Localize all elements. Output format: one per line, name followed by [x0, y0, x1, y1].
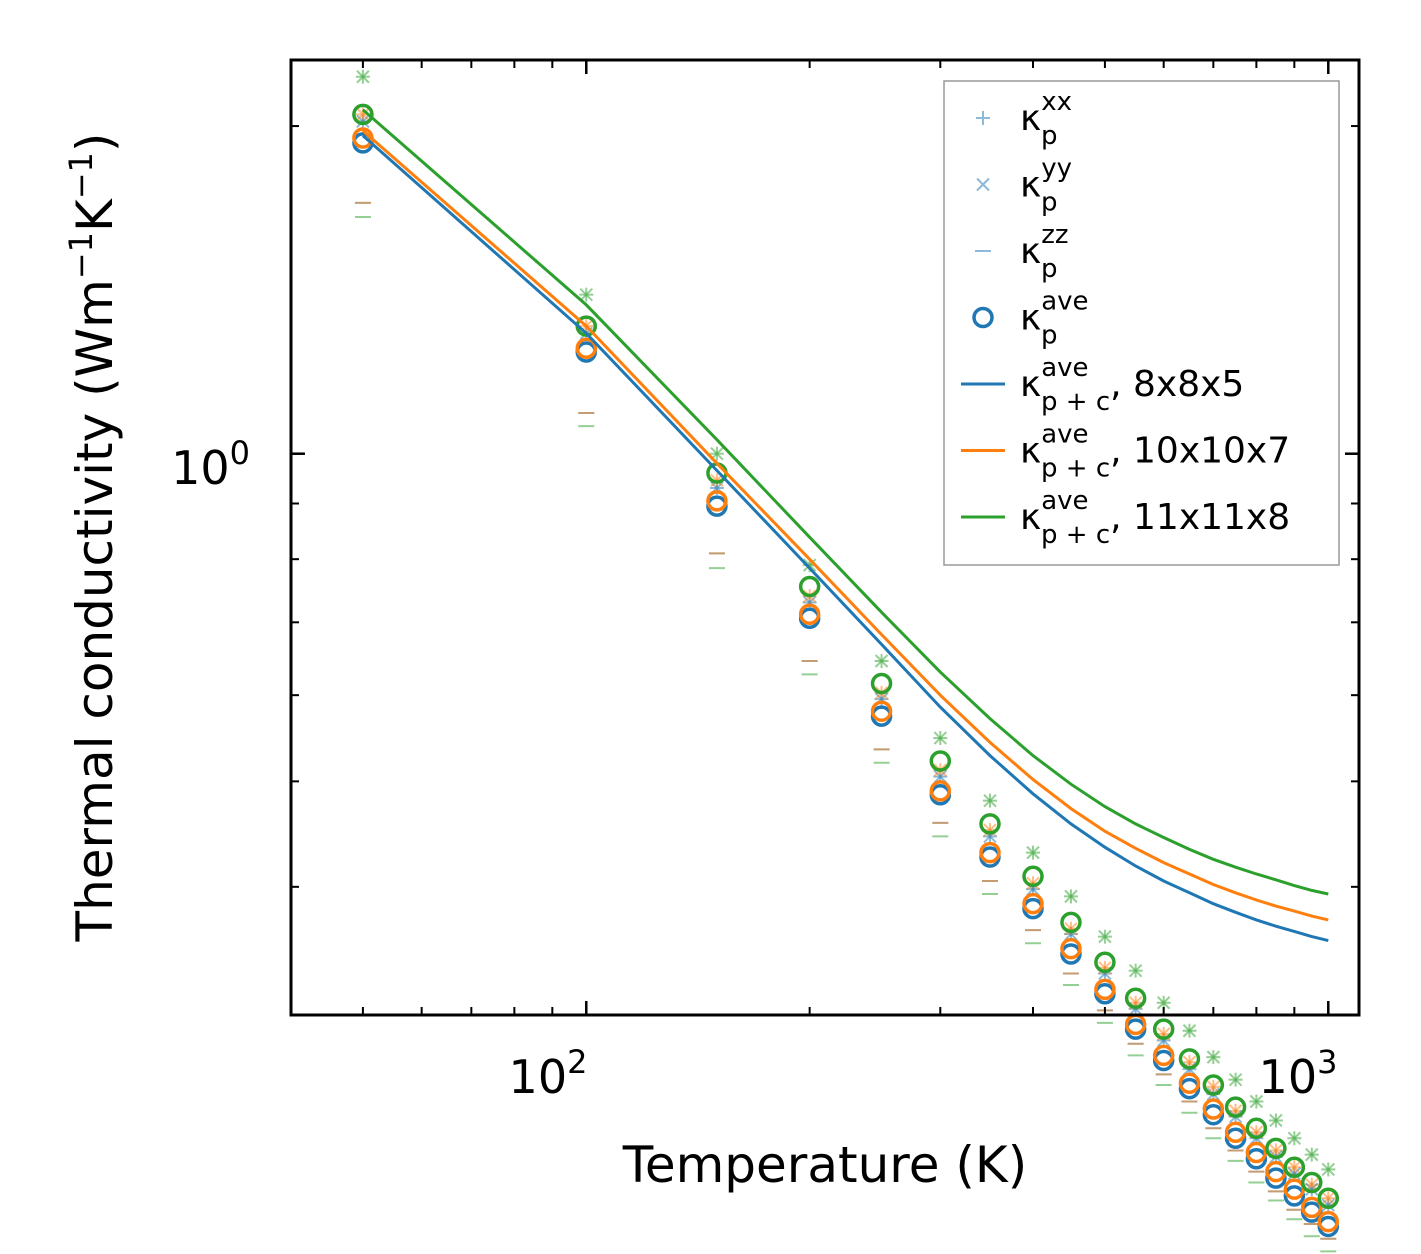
x-tick-label-100: 102 [509, 1043, 588, 1104]
point-kp_ave-mesh3-T350 [979, 813, 1001, 835]
point-kp_ave-mesh1-T850 [1265, 1167, 1287, 1189]
legend-label-5: κave p + c, 8x8x5 [1020, 353, 1244, 417]
x-axis-label: Temperature (K) [622, 1136, 1027, 1194]
legend-label-3: κzz p [1020, 220, 1069, 284]
point-kp_ave-mesh3-T450 [1060, 911, 1082, 934]
point-kp_yy-mesh1-T900 [1287, 1167, 1302, 1181]
point-kp_ave-mesh2-T600 [1152, 1044, 1175, 1067]
point-kp_ave-mesh3-T600 [1152, 1018, 1175, 1040]
point-kp_yy-mesh2-T1000 [1321, 1191, 1335, 1205]
point-kp_yy-mesh3-T850 [1269, 1113, 1283, 1128]
legend-label-2: κyy p [1020, 154, 1072, 218]
line-kpc_ave_11x11x8 [361, 108, 1329, 896]
point-kp_ave-mesh2-T450 [1060, 937, 1082, 960]
axes-frame [289, 58, 1361, 1017]
point-kp_yy-mesh3-T550 [1128, 963, 1143, 978]
point-kp_ave-mesh3-T900 [1283, 1156, 1306, 1179]
point-kp_ave-mesh2-T650 [1178, 1072, 1201, 1094]
point-kp_ave-mesh3-T250 [870, 672, 893, 695]
point-kp_yy-mesh2-T450 [1064, 922, 1078, 936]
point-kp_yy-mesh1-T300 [933, 769, 948, 784]
point-kp_yy-mesh3-T800 [1249, 1094, 1264, 1109]
point-kp_ave-mesh3-T650 [1178, 1048, 1201, 1070]
y-axis-label: Thermal conductivity (Wm−1K−1) [62, 133, 124, 943]
point-kp_ave-mesh2-T800 [1245, 1141, 1268, 1164]
plot-area [352, 69, 1340, 1253]
point-kp_yy-mesh3-T100 [579, 287, 593, 302]
point-kp_yy-mesh3-T600 [1156, 996, 1171, 1010]
point-kp_yy-mesh3-T350 [983, 793, 997, 808]
point-kp_ave-mesh2-T150 [706, 490, 728, 512]
point-kp_ave-mesh2-T350 [979, 841, 1001, 864]
point-kp_ave-mesh3-T700 [1202, 1074, 1225, 1096]
point-kp_ave-mesh2-T700 [1202, 1098, 1225, 1120]
legend-label-6: κave p + c, 10x10x7 [1020, 420, 1290, 484]
point-kp_ave-mesh3-T550 [1124, 987, 1147, 1010]
point-kp_yy-mesh2-T50 [356, 107, 370, 122]
point-kp_yy-mesh2-T900 [1287, 1160, 1302, 1174]
point-kp_ave-mesh3-T200 [798, 575, 821, 598]
point-kp_ave-mesh1-T900 [1283, 1185, 1306, 1207]
point-kp_yy-mesh3-T650 [1182, 1024, 1197, 1038]
point-kp_ave-mesh3-T950 [1301, 1171, 1323, 1194]
point-kp_yy-mesh3-T500 [1098, 929, 1112, 944]
axis-ticks [291, 60, 1359, 1015]
point-kp_ave-mesh2-T400 [1022, 892, 1044, 915]
point-kp_yy-mesh3-T950 [1305, 1147, 1319, 1162]
point-kp_yy-mesh1-T950 [1305, 1182, 1319, 1196]
point-kp_ave-mesh2-T100 [575, 337, 598, 359]
point-kp_ave-mesh2-T950 [1301, 1196, 1323, 1219]
point-kp_ave-mesh2-T250 [870, 700, 893, 722]
point-kp_yy-mesh3-T250 [874, 654, 889, 668]
point-kp_ave-mesh2-T750 [1224, 1121, 1247, 1143]
line-kpc_ave_10x10x7 [361, 129, 1329, 922]
point-kp_yy-mesh3-T700 [1206, 1050, 1221, 1064]
legend-marker-4 [972, 306, 994, 329]
point-kp_ave-mesh1-T800 [1245, 1148, 1268, 1170]
point-kp_yy-mesh2-T700 [1206, 1080, 1221, 1094]
legend-label-4: κave p [1020, 287, 1089, 351]
point-kp_yy-mesh3-T50 [356, 70, 370, 84]
legend-marker-2 [976, 177, 990, 192]
point-kp_ave-mesh3-T800 [1245, 1117, 1268, 1140]
legend-label-7: κave p + c, 11x11x8 [1020, 486, 1290, 550]
point-kp_ave-mesh2-T1000 [1317, 1210, 1340, 1233]
point-kp_ave-mesh3-T400 [1022, 865, 1044, 888]
point-kp_ave-mesh2-T300 [929, 780, 952, 802]
point-kp_yy-mesh3-T750 [1228, 1072, 1243, 1087]
point-kp_yy-mesh3-T1000 [1321, 1162, 1335, 1177]
point-kp_yy-mesh2-T400 [1026, 876, 1040, 891]
x-tick-label-1000: 103 [1259, 1043, 1338, 1104]
point-kp_yy-mesh2-T850 [1269, 1143, 1283, 1158]
point-kp_ave-mesh3-T750 [1224, 1096, 1247, 1118]
point-kp_yy-mesh3-T200 [802, 558, 817, 572]
point-kp_ave-mesh2-T200 [798, 603, 821, 626]
point-kp_ave-mesh2-T500 [1094, 978, 1116, 1001]
legend-box [943, 80, 1340, 566]
point-kp_ave-mesh3-T850 [1265, 1137, 1287, 1160]
point-kp_yy-mesh2-T350 [983, 823, 997, 837]
point-kp_ave-mesh3-T50 [352, 103, 374, 126]
y-tick-label-1: 100 [171, 434, 250, 495]
point-kp_ave-mesh3-T1000 [1317, 1187, 1340, 1209]
line-kpc_ave_8x8x5 [361, 134, 1329, 943]
point-kp_ave-mesh3-T300 [929, 750, 952, 772]
legend-label-1: κxx p [1020, 87, 1072, 151]
point-kp_ave-mesh1-T750 [1224, 1127, 1247, 1149]
point-kp_yy-mesh3-T300 [933, 731, 948, 745]
point-kp_yy-mesh3-T400 [1026, 845, 1040, 860]
legend-marker-1 [976, 111, 990, 125]
point-kp_ave-mesh3-T500 [1094, 951, 1116, 974]
point-kp_yy-mesh3-T900 [1287, 1131, 1302, 1145]
point-kp_yy-mesh3-T450 [1064, 889, 1078, 904]
